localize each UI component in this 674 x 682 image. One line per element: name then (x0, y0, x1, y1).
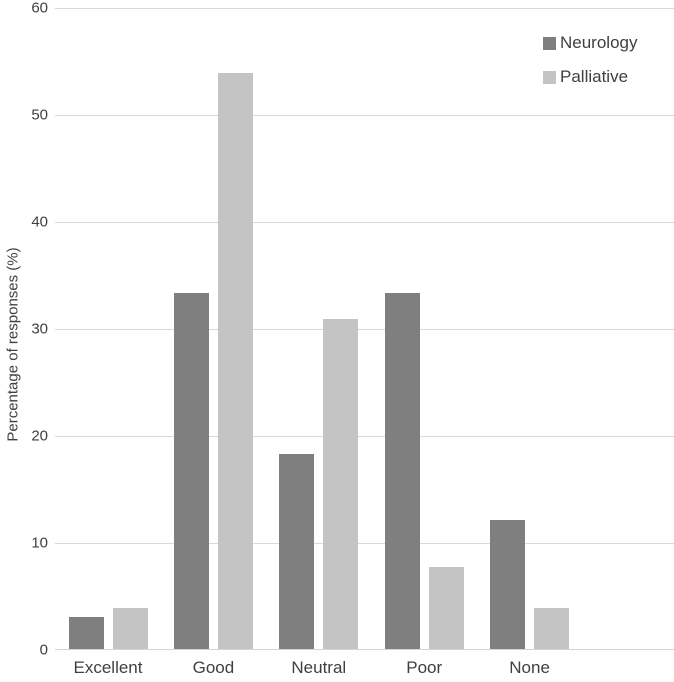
bar-palliative-neutral (323, 319, 359, 649)
y-tick-label-10: 10 (31, 534, 48, 552)
y-tick-label-30: 30 (31, 320, 48, 338)
x-category-label-good: Good (192, 658, 235, 677)
bar-neurology-excellent (68, 616, 104, 649)
bar-palliative-poor (428, 566, 464, 649)
legend-swatch-icon (543, 36, 556, 50)
bar-neurology-neutral (279, 454, 315, 649)
y-tick-label-0: 0 (39, 641, 48, 659)
bar-palliative-excellent (112, 608, 148, 649)
gridline-y-20 (55, 436, 674, 437)
y-tick-label-40: 40 (31, 213, 48, 231)
y-axis-title: Percentage of responses (%) (4, 247, 22, 442)
x-category-label-neutral: Neutral (291, 658, 347, 677)
x-axis-line (55, 649, 674, 650)
gridline-y-10 (55, 543, 674, 544)
gridline-y-50 (55, 115, 674, 116)
gridline-y-60 (55, 8, 674, 9)
legend-item-palliative: Palliative (543, 67, 638, 87)
y-tick-label-20: 20 (31, 427, 48, 445)
bar-neurology-poor (384, 292, 420, 649)
gridline-y-30 (55, 329, 674, 330)
legend-swatch-icon (543, 70, 556, 84)
legend-item-neurology: Neurology (543, 33, 638, 53)
legend-label: Neurology (560, 33, 638, 52)
x-category-label-none: None (509, 658, 550, 677)
legend-label: Palliative (560, 67, 629, 86)
bar-neurology-none (490, 519, 526, 649)
plot-area (55, 8, 674, 650)
bar-neurology-good (173, 292, 209, 649)
y-tick-label-50: 50 (31, 106, 48, 124)
gridline-y-40 (55, 222, 674, 223)
y-tick-label-60: 60 (31, 0, 48, 17)
x-category-label-poor: Poor (406, 658, 443, 677)
legend: Neurology Palliative (543, 33, 638, 101)
bar-palliative-good (217, 73, 253, 649)
bar-palliative-none (534, 608, 570, 649)
x-category-label-excellent: Excellent (73, 658, 143, 677)
